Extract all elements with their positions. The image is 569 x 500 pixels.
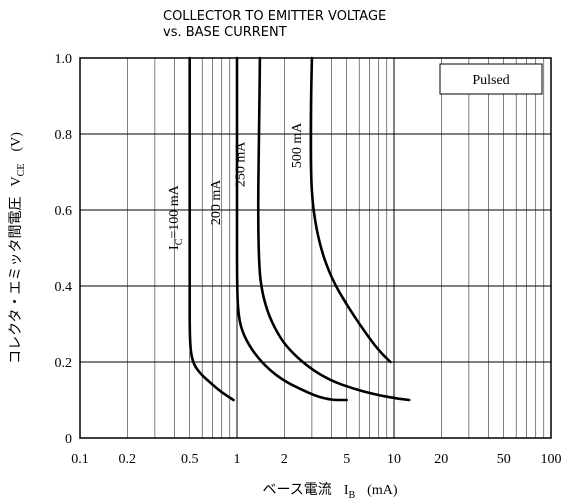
y-tick-label: 0: [65, 432, 72, 447]
y-axis-label-text: コレクタ・エミッタ間電圧: [8, 196, 24, 363]
series-line-2: [235, 56, 348, 402]
series-label-3: 250 mA: [234, 141, 249, 187]
x-tick-label: 5: [343, 452, 350, 467]
x-axis-label-symbol: I: [344, 483, 349, 498]
x-axis-label: ベース電流 IB (mA): [263, 482, 398, 500]
y-tick-label: 1.0: [55, 52, 73, 67]
series-label-2: 200 mA: [209, 179, 224, 225]
pulsed-legend: Pulsed: [439, 63, 543, 95]
y-tick-label: 0.8: [55, 128, 73, 143]
y-axis-label: コレクタ・エミッタ間電圧 VCE (V): [8, 132, 27, 364]
series-label-1: IC=100 mA: [167, 184, 185, 250]
x-axis-label-subscript: B: [348, 490, 355, 500]
x-axis: 0.1 0.2 0.5 1 2 5 10 20 50 100: [71, 452, 561, 467]
x-tick-label: 10: [387, 452, 401, 467]
x-tick-label: 0.5: [181, 452, 199, 467]
x-tick-label: 0.2: [119, 452, 137, 467]
x-tick-label: 1: [234, 452, 241, 467]
series-label-rest: =100 mA: [167, 184, 182, 238]
pulsed-label: Pulsed: [472, 73, 509, 88]
x-tick-label: 100: [541, 452, 562, 467]
x-tick-label: 0.1: [71, 452, 89, 467]
pulsed-box: [439, 63, 543, 95]
chart-title: COLLECTOR TO EMITTER VOLTAGE: [163, 9, 386, 24]
y-tick-label: 0.4: [55, 280, 73, 295]
series-line-3: [256, 56, 411, 402]
grid: [79, 57, 552, 439]
x-axis-label-text: ベース電流: [263, 482, 332, 498]
y-tick-label: 0.2: [55, 356, 73, 371]
series-label-subscript: C: [174, 238, 185, 245]
y-axis: 0 0.2 0.4 0.6 0.8 1.0: [55, 52, 73, 447]
y-axis-label-subscript: CE: [16, 164, 27, 177]
plot-frame: [79, 57, 552, 439]
series-line-4: [309, 56, 392, 364]
y-axis-label-unit: (V): [9, 132, 24, 152]
series-label-main: I: [167, 245, 182, 250]
y-tick-label: 0.6: [55, 204, 73, 219]
series-group: [188, 56, 411, 402]
chart-subtitle: vs. BASE CURRENT: [163, 25, 287, 40]
series-line-1: [188, 56, 235, 402]
series-labels: IC=100 mA 200 mA 250 mA 500 mA: [167, 122, 305, 250]
x-tick-label: 2: [281, 452, 288, 467]
series-label-4: 500 mA: [290, 122, 305, 168]
x-axis-label-unit: (mA): [367, 483, 398, 498]
x-tick-label: 50: [497, 452, 511, 467]
y-axis-label-symbol: V: [9, 176, 24, 186]
x-tick-label: 20: [434, 452, 448, 467]
